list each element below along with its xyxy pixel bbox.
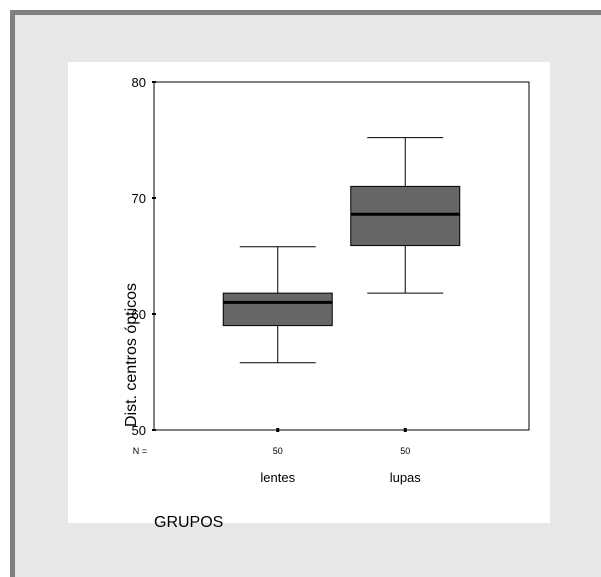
plot-area-frame bbox=[153, 81, 530, 431]
x-axis-title: GRUPOS bbox=[154, 514, 223, 531]
n-count-label: 50 bbox=[273, 446, 283, 456]
y-tick-label: 50 bbox=[132, 423, 146, 438]
y-tick-label: 80 bbox=[132, 75, 146, 90]
n-count-label: 50 bbox=[400, 446, 410, 456]
box-series bbox=[222, 137, 461, 364]
n-prefix-label: N = bbox=[133, 446, 147, 456]
y-tick-label: 70 bbox=[132, 191, 146, 206]
y-axis-ticks: 50 60 70 80 bbox=[132, 75, 156, 438]
y-axis-title: Dist. centros ópticos bbox=[123, 283, 140, 427]
category-label: lupas bbox=[390, 470, 422, 485]
x-axis-labels: 50 lentes 50 lupas bbox=[260, 428, 421, 485]
y-tick-label: 60 bbox=[132, 307, 146, 322]
category-label: lentes bbox=[260, 470, 295, 485]
box-body bbox=[222, 292, 333, 327]
panel-bottom-strip bbox=[68, 523, 550, 534]
box-body bbox=[350, 185, 461, 247]
